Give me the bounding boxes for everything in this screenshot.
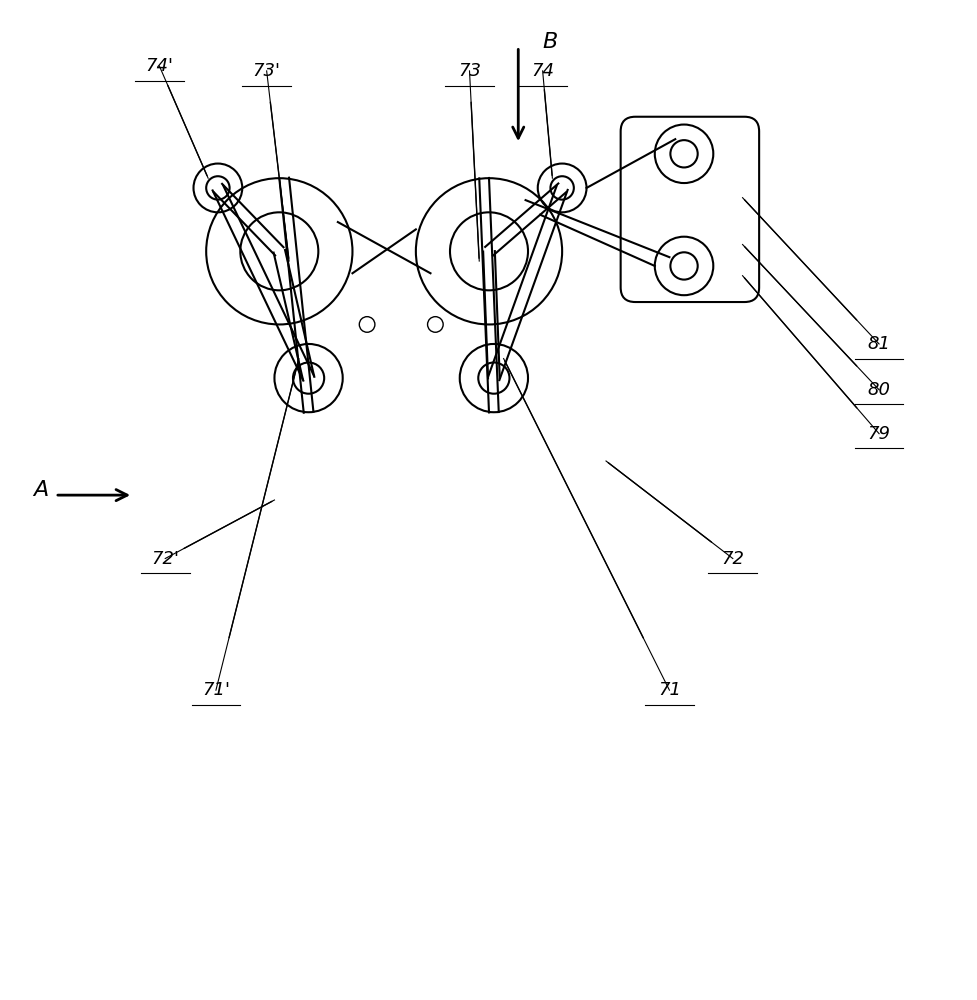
Text: 74': 74' bbox=[146, 57, 173, 75]
Text: 72': 72' bbox=[151, 550, 179, 568]
Text: 79: 79 bbox=[867, 425, 890, 443]
Text: 71': 71' bbox=[201, 681, 230, 699]
Text: 81: 81 bbox=[867, 335, 890, 353]
Text: 74: 74 bbox=[531, 62, 554, 80]
Text: B: B bbox=[542, 32, 557, 52]
Text: 72: 72 bbox=[721, 550, 743, 568]
Text: 80: 80 bbox=[867, 381, 890, 399]
Text: 73': 73' bbox=[252, 62, 280, 80]
Text: 71: 71 bbox=[658, 681, 680, 699]
Text: 73: 73 bbox=[457, 62, 481, 80]
Text: A: A bbox=[33, 480, 48, 500]
